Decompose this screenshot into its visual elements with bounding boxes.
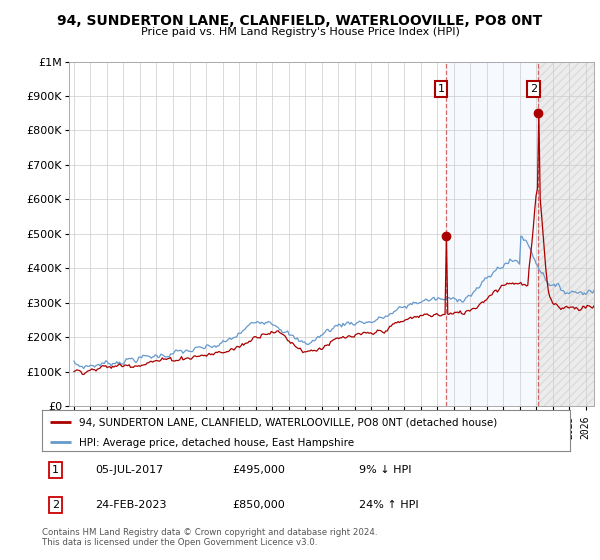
Text: £495,000: £495,000 xyxy=(232,465,285,475)
Text: Contains HM Land Registry data © Crown copyright and database right 2024.
This d: Contains HM Land Registry data © Crown c… xyxy=(42,528,377,547)
Bar xyxy=(446,62,538,406)
Text: 1: 1 xyxy=(52,465,59,475)
Text: 24% ↑ HPI: 24% ↑ HPI xyxy=(359,500,418,510)
Text: 94, SUNDERTON LANE, CLANFIELD, WATERLOOVILLE, PO8 0NT (detached house): 94, SUNDERTON LANE, CLANFIELD, WATERLOOV… xyxy=(79,418,497,428)
Bar xyxy=(538,62,600,406)
Text: 2: 2 xyxy=(52,500,59,510)
Text: £850,000: £850,000 xyxy=(232,500,285,510)
Text: HPI: Average price, detached house, East Hampshire: HPI: Average price, detached house, East… xyxy=(79,438,354,448)
Text: 2: 2 xyxy=(530,84,537,94)
Text: 24-FEB-2023: 24-FEB-2023 xyxy=(95,500,166,510)
Text: 05-JUL-2017: 05-JUL-2017 xyxy=(95,465,163,475)
Text: 9% ↓ HPI: 9% ↓ HPI xyxy=(359,465,412,475)
Text: 1: 1 xyxy=(437,84,445,94)
Text: Price paid vs. HM Land Registry's House Price Index (HPI): Price paid vs. HM Land Registry's House … xyxy=(140,27,460,37)
Text: 94, SUNDERTON LANE, CLANFIELD, WATERLOOVILLE, PO8 0NT: 94, SUNDERTON LANE, CLANFIELD, WATERLOOV… xyxy=(58,14,542,28)
